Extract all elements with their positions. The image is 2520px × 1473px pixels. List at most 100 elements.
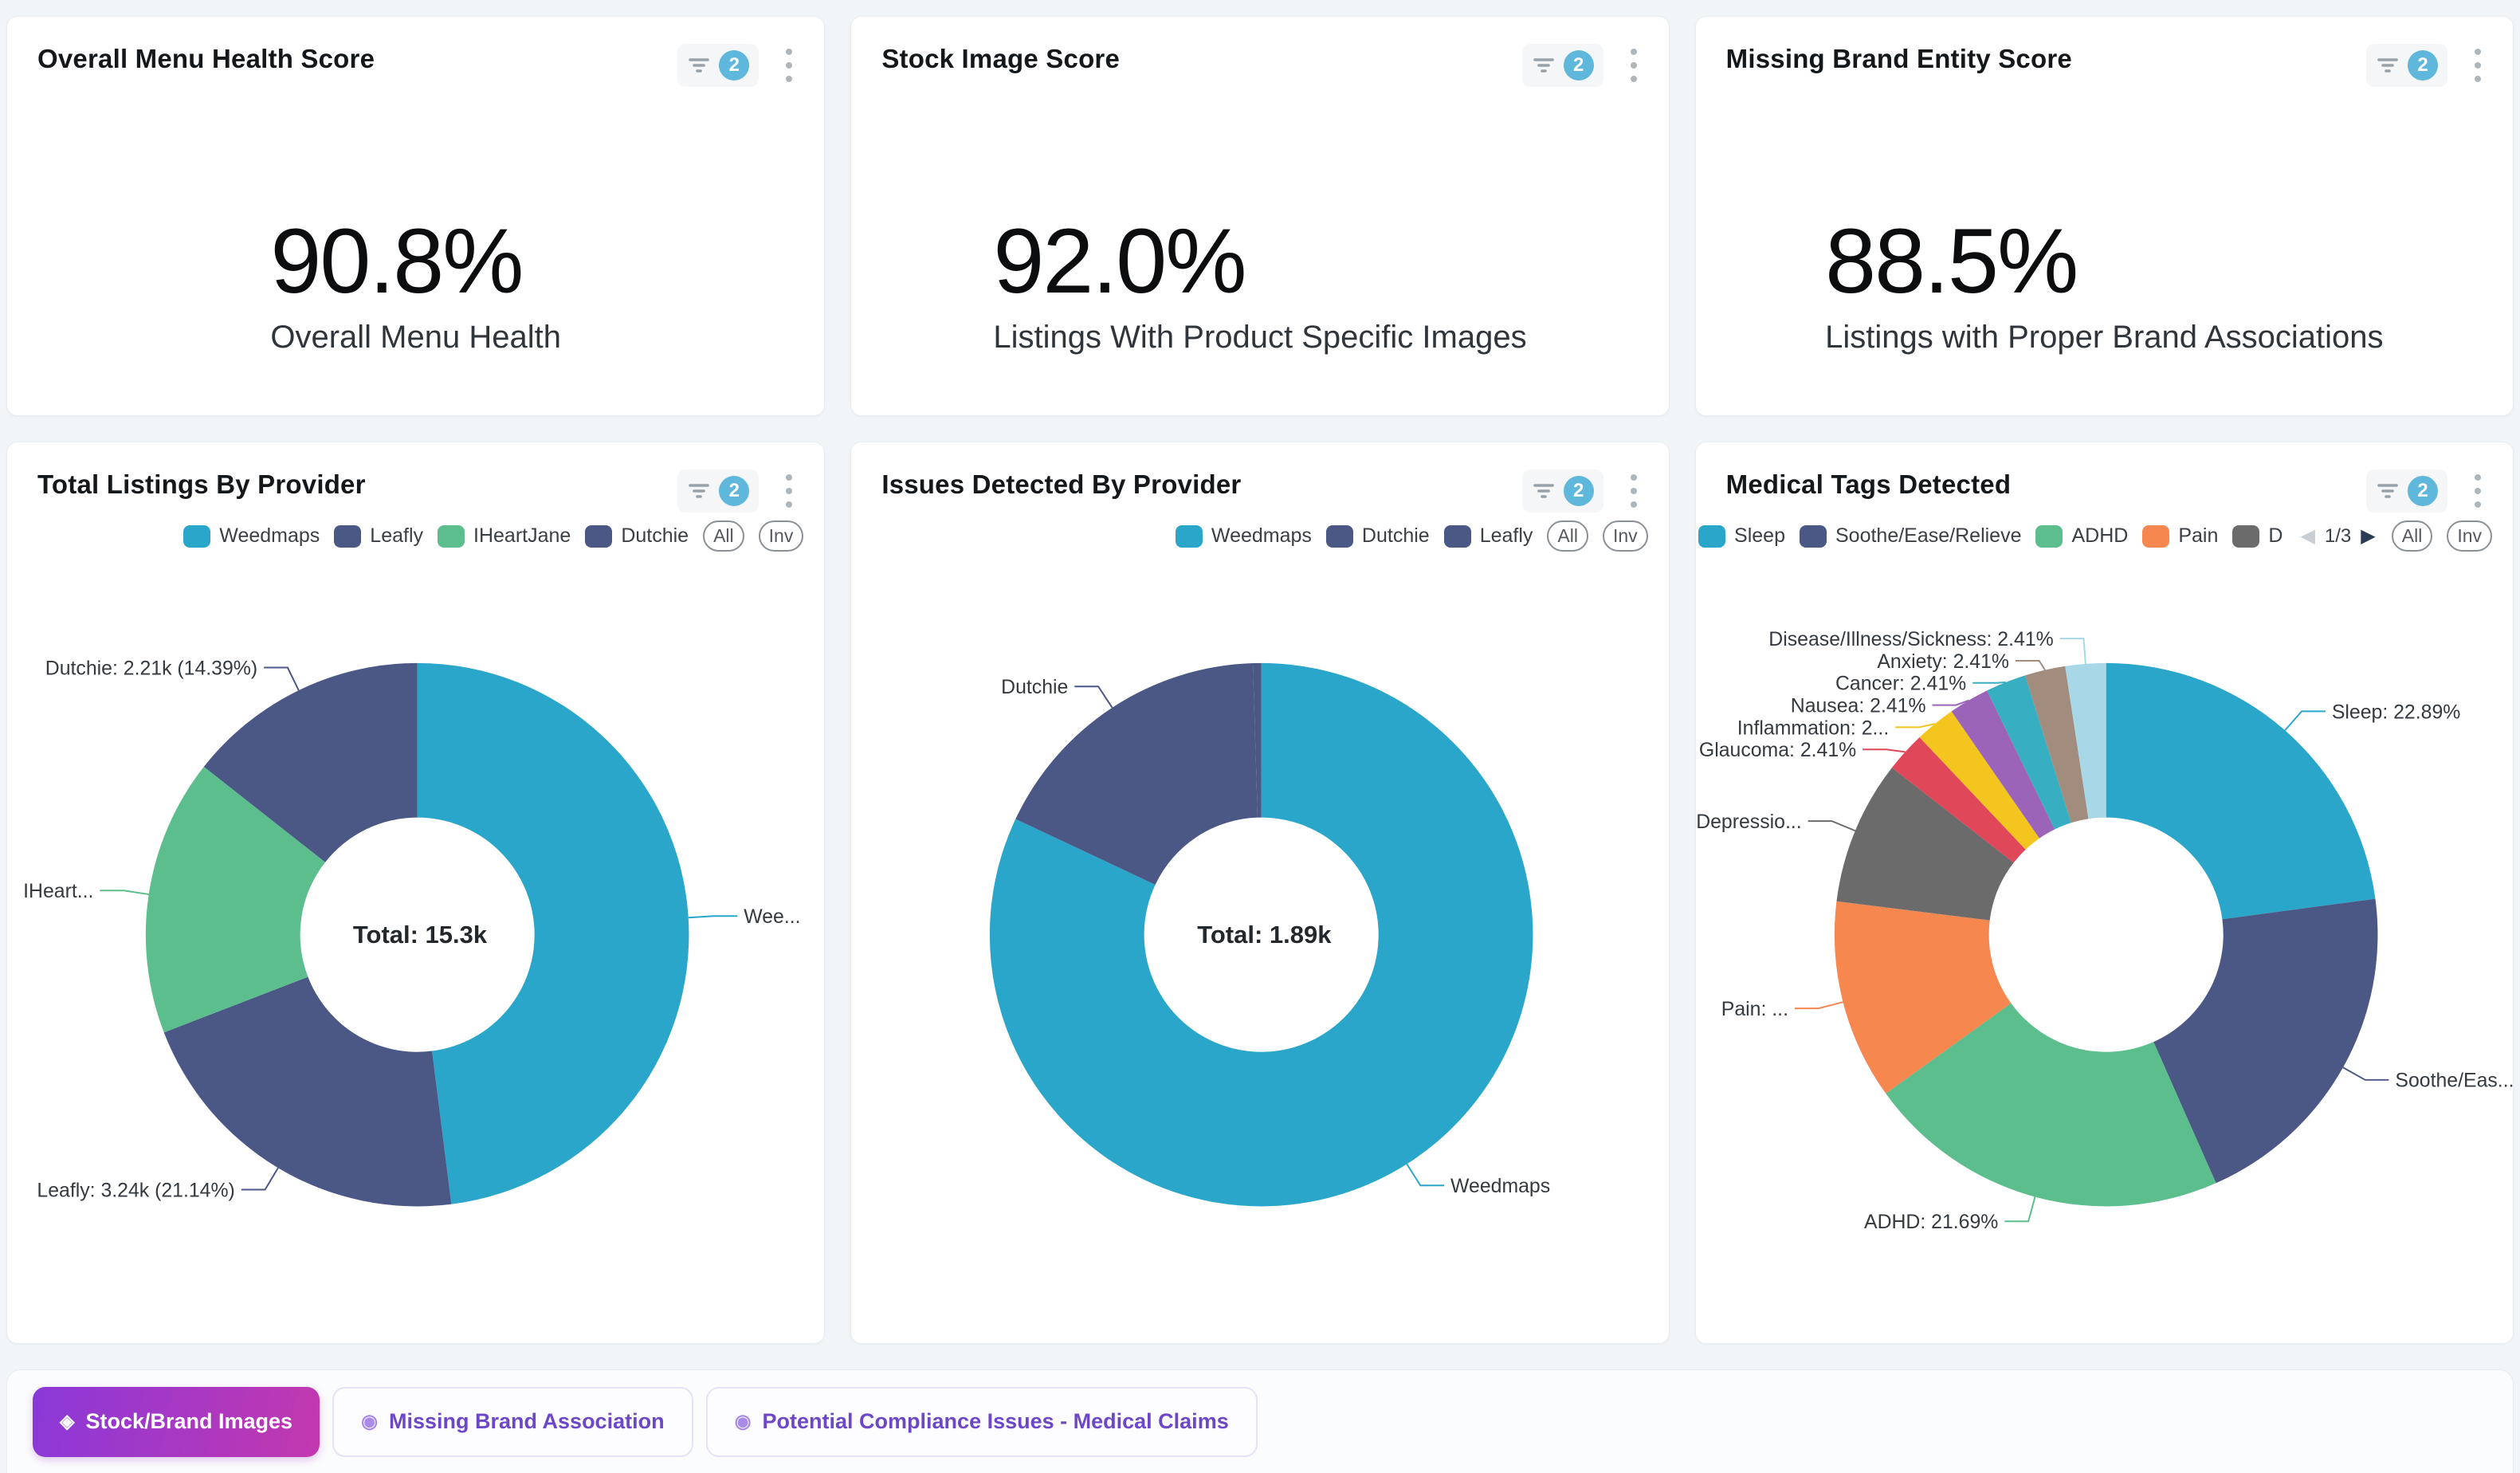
filter-button[interactable]: 2 <box>2366 44 2447 87</box>
legend-swatch <box>585 524 613 548</box>
filter-button[interactable]: 2 <box>677 44 760 87</box>
legend-item-iheartjane[interactable]: IHeartJane <box>438 524 571 548</box>
legend-label: Sleep <box>1734 524 1785 547</box>
filter-chip-stock-brand-images[interactable]: ◈ Stock/Brand Images <box>33 1386 320 1457</box>
legend-items: Weedmaps Dutchie Leafly <box>1175 524 1533 548</box>
more-options-button[interactable] <box>2468 44 2487 87</box>
filter-chip-missing-brand-association[interactable]: ◉ Missing Brand Association <box>332 1386 693 1457</box>
legend-item-adhd[interactable]: ADHD <box>2035 524 2128 548</box>
inv-button[interactable]: Inv <box>2447 520 2492 552</box>
card-title: Total Listings By Provider <box>37 469 366 499</box>
pie-slice-sleep[interactable] <box>2106 662 2376 920</box>
stat-value: 92.0% <box>993 210 1246 312</box>
pie-slice-cancer[interactable] <box>1986 675 2071 830</box>
more-options-button[interactable] <box>779 44 799 87</box>
slice-label: Inflammation: 2... <box>1737 717 1888 739</box>
pie-slice-leafly[interactable] <box>1253 662 1262 818</box>
more-options-button[interactable] <box>1624 469 1643 513</box>
legend-label: Dutchie <box>1361 524 1430 547</box>
filter-icon <box>2377 484 2398 498</box>
legend-item-dutchie[interactable]: Dutchie <box>585 524 689 548</box>
slice-label: Pain: ... <box>1721 999 1788 1020</box>
legend-item-pain[interactable]: Pain <box>2142 524 2218 548</box>
card-controls: 2 <box>2366 469 2487 513</box>
legend-label: Leafly <box>370 524 424 547</box>
filter-button[interactable]: 2 <box>2366 469 2447 513</box>
pie-slice-nausea[interactable] <box>1951 690 2055 839</box>
pie-slice-inflammation[interactable] <box>1919 711 2039 850</box>
card-title: Stock Image Score <box>881 44 1121 73</box>
legend-item-soothe-ease-relieve[interactable]: Soothe/Ease/Relieve <box>1800 524 2021 548</box>
filter-icon <box>1533 484 1554 498</box>
pie-slice-weedmaps[interactable] <box>990 662 1533 1207</box>
legend-swatch <box>1443 524 1471 548</box>
card-header: Issues Detected By Provider 2 <box>851 442 1668 513</box>
label-line <box>2004 1196 2036 1223</box>
pie-slice-iheartjane[interactable] <box>145 766 326 1033</box>
stat-value: 88.5% <box>1825 210 2078 312</box>
chip-label: Stock/Brand Images <box>85 1409 293 1433</box>
legend-item-dutchie[interactable]: Dutchie <box>1325 524 1430 548</box>
more-options-button[interactable] <box>2468 469 2487 513</box>
legend-item-weedmaps[interactable]: Weedmaps <box>183 524 320 548</box>
pie-slice-dutchie[interactable] <box>1015 663 1258 886</box>
legend-item-sleep[interactable]: Sleep <box>1698 524 1785 548</box>
stat-subtitle: Listings With Product Specific Images <box>993 320 1527 355</box>
stat-body: 92.0% Listings With Product Specific Ima… <box>851 206 1668 355</box>
legend-label: IHeartJane <box>473 524 571 547</box>
pie-slice-leafly[interactable] <box>163 976 452 1207</box>
card-header: Missing Brand Entity Score 2 <box>1696 17 2513 87</box>
all-button[interactable]: All <box>1547 520 1588 552</box>
slice-label: Soothe/Eas... <box>2395 1070 2513 1092</box>
filter-button[interactable]: 2 <box>1521 469 1603 513</box>
pie-slice-glaucoma[interactable] <box>1891 736 2026 863</box>
inv-button[interactable]: Inv <box>758 520 804 552</box>
filter-chip-potential-compliance-issues[interactable]: ◉ Potential Compliance Issues - Medical … <box>705 1386 1258 1457</box>
label-line <box>100 890 149 895</box>
pie-slice-pain[interactable] <box>1834 901 2012 1094</box>
pie-slice-anxiety[interactable] <box>2024 666 2089 823</box>
filter-button[interactable]: 2 <box>677 469 760 513</box>
label-line <box>1894 723 1935 729</box>
legend-item-leafly[interactable]: Leafly <box>334 524 423 548</box>
filter-count-badge: 2 <box>2408 476 2438 506</box>
pie-slice-weedmaps[interactable] <box>417 662 689 1204</box>
all-button[interactable]: All <box>703 520 744 552</box>
card-overall-menu-health-score: Overall Menu Health Score 2 90.8% Overal… <box>6 16 826 416</box>
pie-slice-soothe-ease-relieve[interactable] <box>2153 898 2378 1184</box>
pie-slice-dutchie[interactable] <box>203 662 418 862</box>
target-icon: ◉ <box>361 1410 379 1432</box>
slice-label: IHeart... <box>23 881 93 902</box>
diamond-icon: ◈ <box>60 1410 75 1432</box>
more-options-button[interactable] <box>1624 44 1643 87</box>
chart-legend: Weedmaps Leafly IHeartJane Dutchie All Inv <box>31 520 804 552</box>
legend-prev-page-button[interactable]: ◀ <box>2300 525 2315 547</box>
card-header: Overall Menu Health Score 2 <box>7 17 824 87</box>
all-button[interactable]: All <box>2391 520 2433 552</box>
pie-slice-disease-illness-sickness[interactable] <box>2064 662 2106 819</box>
filter-button[interactable]: 2 <box>1521 44 1603 87</box>
inv-button[interactable]: Inv <box>1602 520 1648 552</box>
more-options-button[interactable] <box>779 469 799 513</box>
slice-label: Weedmaps <box>1450 1176 1550 1197</box>
label-line <box>688 915 738 919</box>
legend-swatch <box>1325 524 1353 548</box>
slice-label: ADHD: 21.69% <box>1864 1212 1998 1233</box>
label-line <box>264 666 300 691</box>
legend-page-indicator: 1/3 <box>2324 524 2352 547</box>
legend-item-leafly[interactable]: Leafly <box>1443 524 1533 548</box>
legend-item-weedmaps[interactable]: Weedmaps <box>1175 524 1312 548</box>
slice-label: Dutchie: 2.21k (14.39%) <box>45 658 257 679</box>
legend-swatch <box>1175 524 1203 548</box>
legend-swatch <box>183 524 211 548</box>
pie-slice-depression[interactable] <box>1836 768 2014 921</box>
card-title: Issues Detected By Provider <box>881 469 1242 499</box>
legend-swatch <box>1800 524 1827 548</box>
filter-count-badge: 2 <box>719 50 750 81</box>
legend-next-page-button[interactable]: ▶ <box>2361 525 2376 547</box>
label-line <box>241 1167 279 1191</box>
pie-slice-adhd[interactable] <box>1885 1003 2216 1207</box>
legend-item-d[interactable]: D <box>2232 524 2283 548</box>
filter-icon <box>689 58 710 73</box>
legend-label: D <box>2268 524 2283 547</box>
